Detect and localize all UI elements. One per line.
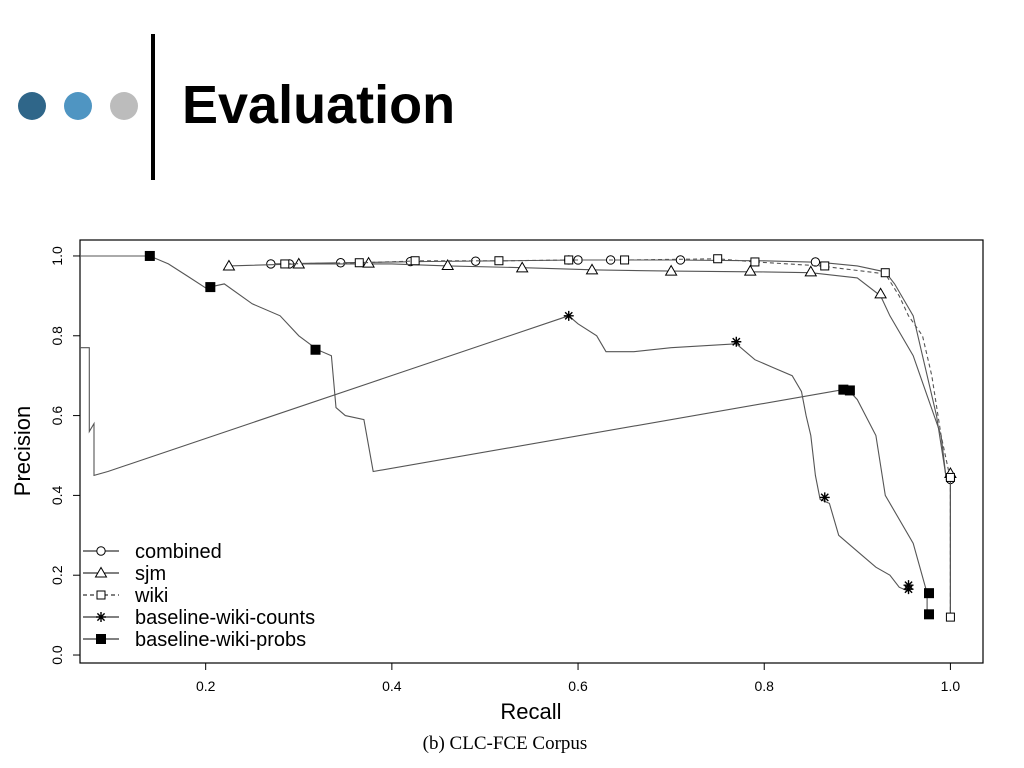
data-point-wiki bbox=[945, 472, 955, 482]
data-point-sjm bbox=[804, 265, 818, 277]
series-line-baseline-wiki-counts bbox=[80, 315, 909, 592]
data-point-baseline-wiki-counts bbox=[563, 310, 574, 321]
data-point-combined bbox=[675, 255, 686, 265]
data-point-wiki bbox=[620, 255, 630, 265]
x-tick-label: 0.4 bbox=[382, 678, 402, 694]
data-point-baseline-wiki-probs bbox=[844, 385, 855, 396]
legend-marker-combined bbox=[96, 546, 106, 556]
data-point-baseline-wiki-counts bbox=[903, 580, 914, 591]
series-layer bbox=[80, 250, 957, 622]
data-point-baseline-wiki-counts bbox=[731, 336, 742, 347]
legend-marker-wiki bbox=[96, 590, 106, 600]
series-combined bbox=[266, 255, 956, 620]
data-point-wiki bbox=[945, 612, 955, 622]
precision-recall-chart: 0.2 0.4 0.6 0.8 1.0 0.0 0.2 0.4 0.6 0.8 1.0 Recall… bbox=[10, 239, 984, 724]
legend-marker-baseline-wiki-counts bbox=[96, 612, 106, 622]
legend-label-sjm: sjm bbox=[135, 563, 166, 585]
bullet-dot-light bbox=[110, 92, 138, 120]
data-point-wiki bbox=[750, 257, 760, 267]
series-sjm bbox=[222, 256, 957, 620]
data-point-sjm bbox=[515, 261, 529, 273]
legend-label-combined: combined bbox=[135, 541, 222, 563]
slide-title: Evaluation bbox=[182, 75, 456, 135]
data-point-baseline-wiki-probs bbox=[310, 344, 321, 355]
x-tick-label: 0.2 bbox=[196, 678, 216, 694]
plot-frame bbox=[79, 239, 984, 664]
data-point-baseline-wiki-probs bbox=[924, 588, 935, 599]
data-point-wiki bbox=[494, 256, 504, 266]
legend: combinedsjmwikibaseline-wiki-countsbasel… bbox=[83, 541, 315, 651]
data-point-sjm bbox=[874, 287, 887, 299]
data-point-baseline-wiki-probs bbox=[924, 609, 935, 620]
data-point-combined bbox=[266, 259, 276, 269]
series-baseline-wiki-counts bbox=[80, 310, 914, 595]
data-point-sjm bbox=[441, 259, 455, 271]
data-point-baseline-wiki-probs bbox=[205, 282, 216, 293]
bullet-dot-medium bbox=[64, 92, 92, 120]
series-line-sjm bbox=[228, 263, 951, 620]
legend-marker-sjm bbox=[94, 566, 108, 578]
data-point-wiki bbox=[354, 258, 364, 268]
data-point-sjm bbox=[585, 263, 599, 275]
data-point-sjm bbox=[743, 264, 757, 276]
figure-caption: (b) CLC-FCE Corpus bbox=[422, 733, 588, 754]
x-tick-label: 0.8 bbox=[754, 678, 774, 694]
series-line-baseline-wiki-probs bbox=[80, 255, 928, 616]
y-tick-label: 0.2 bbox=[49, 565, 65, 585]
legend-label-baseline-wiki-counts: baseline-wiki-counts bbox=[135, 607, 315, 629]
x-tick-label: 1.0 bbox=[941, 678, 961, 694]
x-axis-label: Recall bbox=[500, 699, 561, 724]
title-divider bbox=[151, 34, 155, 180]
data-point-sjm bbox=[664, 264, 678, 276]
data-point-wiki bbox=[820, 261, 830, 271]
y-tick-label: 0.6 bbox=[49, 406, 65, 426]
y-tick-label: 0.0 bbox=[49, 645, 65, 665]
data-point-wiki bbox=[880, 268, 890, 278]
x-tick-label: 0.6 bbox=[568, 678, 588, 694]
legend-marker-baseline-wiki-probs bbox=[96, 634, 106, 644]
data-point-wiki bbox=[564, 255, 574, 265]
series-baseline-wiki-probs bbox=[80, 250, 935, 620]
data-point-baseline-wiki-probs bbox=[144, 250, 155, 261]
data-point-wiki bbox=[280, 259, 290, 269]
y-tick-label: 0.8 bbox=[49, 326, 65, 346]
series-line-combined bbox=[270, 259, 951, 620]
slide-bullets bbox=[18, 92, 138, 122]
data-point-baseline-wiki-counts bbox=[819, 492, 830, 503]
data-point-wiki bbox=[410, 256, 420, 266]
legend-label-wiki: wiki bbox=[134, 585, 168, 607]
y-axis-label: Precision bbox=[10, 406, 35, 496]
bullet-dot-dark bbox=[18, 92, 46, 120]
y-tick-label: 0.4 bbox=[49, 485, 65, 505]
data-point-sjm bbox=[222, 259, 236, 271]
series-line-wiki bbox=[280, 258, 951, 620]
axis-layer: 0.2 0.4 0.6 0.8 1.0 0.0 0.2 0.4 0.6 0.8 1.0 bbox=[49, 246, 960, 694]
series-wiki bbox=[280, 254, 955, 622]
y-tick-label: 1.0 bbox=[49, 246, 65, 266]
legend-label-baseline-wiki-probs: baseline-wiki-probs bbox=[135, 629, 306, 651]
data-point-wiki bbox=[713, 254, 723, 264]
